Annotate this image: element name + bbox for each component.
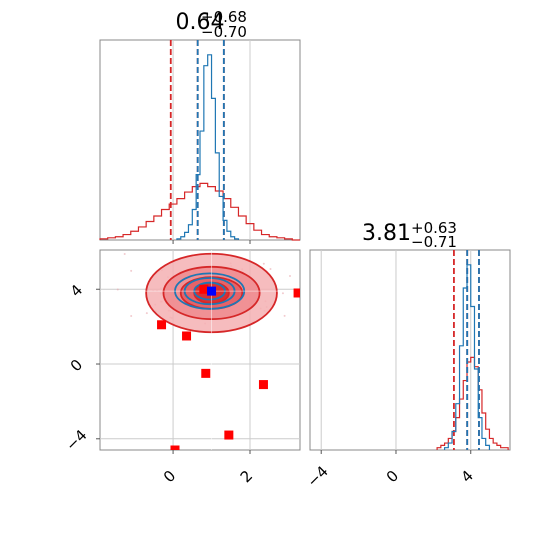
joint-sample-dot bbox=[123, 253, 126, 256]
joint-sample-dot bbox=[145, 312, 148, 315]
joint-marker-0 bbox=[157, 320, 167, 330]
joint-plot-area bbox=[100, 247, 300, 450]
joint-2d-panel: 0 2 −4 0 4 bbox=[62, 247, 301, 486]
joint-sample-dot bbox=[262, 262, 265, 265]
joint-sample-dot bbox=[116, 288, 119, 291]
marginal-2-xtick-label: 4 bbox=[457, 467, 476, 486]
marginal-1-panel bbox=[99, 39, 301, 244]
joint-marker-3 bbox=[258, 380, 268, 390]
marginal-2-histogram-series-1 bbox=[443, 264, 491, 450]
joint-marker-6 bbox=[293, 288, 300, 298]
joint-marker-8 bbox=[207, 286, 217, 296]
joint-xtick-label: 2 bbox=[237, 467, 256, 486]
joint-sample-dot bbox=[130, 314, 133, 317]
joint-sample-dot bbox=[130, 269, 133, 272]
joint-xtick-label: 0 bbox=[160, 467, 179, 486]
joint-sample-dot bbox=[283, 314, 286, 317]
marginal-1-title-minus: −0.70 bbox=[201, 23, 247, 41]
joint-marker-7 bbox=[199, 284, 209, 294]
joint-ytick-label: −4 bbox=[62, 426, 90, 454]
joint-sample-dot bbox=[269, 268, 272, 271]
marginal-1-title-plus: +0.68 bbox=[201, 8, 247, 26]
marginal-2-title-minus: −0.71 bbox=[411, 233, 457, 251]
joint-sample-dot bbox=[180, 247, 182, 249]
marginal-2-xtick-label: −4 bbox=[303, 462, 331, 490]
marginal-2-frame bbox=[309, 249, 511, 451]
marginal-2-title-plus: +0.63 bbox=[411, 219, 457, 237]
marginal-1-histogram-series-1 bbox=[176, 54, 240, 240]
joint-marker-4 bbox=[224, 430, 234, 440]
joint-marker-2 bbox=[201, 368, 211, 378]
joint-marker-5 bbox=[170, 445, 180, 450]
joint-marker-1 bbox=[182, 331, 192, 341]
joint-ytick-label: 0 bbox=[67, 356, 86, 375]
marginal-2-histogram-series-0 bbox=[436, 356, 509, 450]
marginal-2-panel: −4 0 4 bbox=[303, 249, 511, 491]
joint-sample-dot bbox=[281, 292, 284, 295]
marginal-2-title-value: 3.81 bbox=[362, 221, 411, 246]
marginal-2-xtick-label: 0 bbox=[383, 467, 402, 486]
marginal-1-histogram-series-0 bbox=[99, 182, 300, 241]
joint-ytick-label: 4 bbox=[67, 281, 86, 300]
joint-sample-dot bbox=[288, 274, 291, 277]
marginal-1-title: 0.64 bbox=[176, 10, 225, 35]
